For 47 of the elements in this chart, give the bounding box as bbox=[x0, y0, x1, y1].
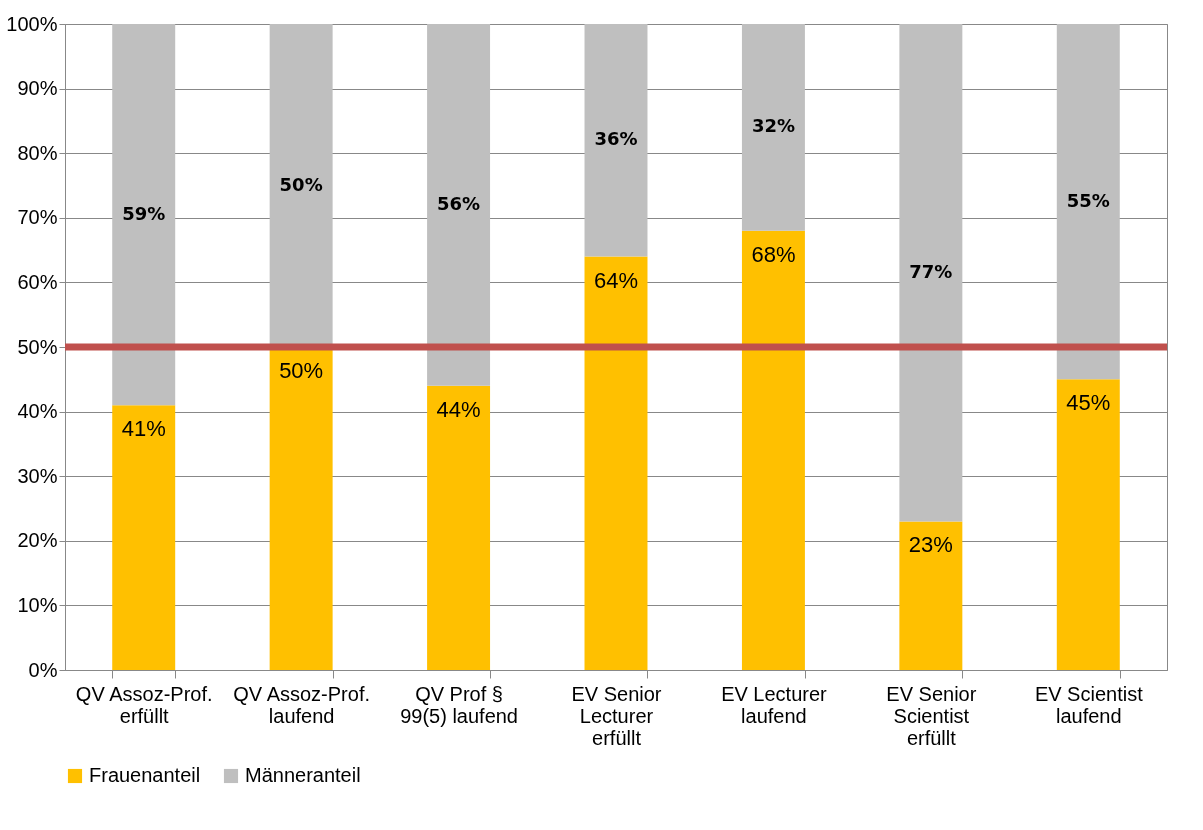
y-tick-label: 10% bbox=[17, 593, 58, 616]
text: 64% bbox=[593, 267, 639, 293]
bar bbox=[427, 24, 491, 386]
legend-label: Männeranteil bbox=[245, 764, 361, 786]
y-tick-label: 50% bbox=[17, 335, 58, 358]
text: 32% bbox=[751, 115, 795, 137]
x-tick-label: QV Assoz-Prof. laufend bbox=[233, 682, 370, 727]
text: 45% bbox=[1066, 390, 1111, 416]
text: 50% bbox=[279, 358, 324, 383]
text: 59% bbox=[122, 202, 166, 224]
text: 77% bbox=[909, 260, 953, 282]
text: 23% bbox=[908, 532, 953, 558]
x-tick-label: EV Lecturer laufend bbox=[721, 682, 828, 727]
bar bbox=[427, 385, 491, 670]
bar bbox=[899, 521, 963, 670]
x-tick-label: EV Scientist laufend bbox=[1034, 682, 1144, 727]
x-tick-label: EV Senior Scientist erfüllt bbox=[886, 682, 977, 749]
text: 68% bbox=[751, 241, 796, 267]
bar bbox=[741, 230, 805, 670]
bar bbox=[112, 405, 176, 670]
y-tick-label: 20% bbox=[17, 529, 58, 552]
bar bbox=[741, 24, 805, 231]
legend-label: Frauenanteil bbox=[89, 764, 201, 786]
bar bbox=[269, 24, 333, 347]
bar bbox=[112, 24, 176, 406]
text: 56% bbox=[437, 192, 481, 214]
text: 41% bbox=[121, 416, 166, 442]
bar bbox=[584, 24, 648, 257]
x-tick-label: EV Senior Lecturer erfüllt bbox=[571, 682, 662, 749]
y-tick-label: 80% bbox=[17, 141, 58, 164]
text: 50% bbox=[279, 173, 323, 195]
y-tick-label: 100% bbox=[6, 12, 58, 35]
y-tick-label: 0% bbox=[28, 658, 58, 681]
y-tick-label: 60% bbox=[17, 270, 58, 293]
bar bbox=[584, 256, 648, 670]
y-tick-label: 70% bbox=[17, 206, 58, 229]
text: 36% bbox=[594, 128, 638, 150]
y-tick-label: 40% bbox=[17, 400, 58, 423]
x-tick-label: QV Prof § 99(5) laufend bbox=[400, 682, 519, 727]
bar bbox=[1056, 379, 1120, 670]
text: 55% bbox=[1066, 189, 1110, 211]
bar bbox=[899, 24, 963, 522]
y-tick-label: 90% bbox=[17, 77, 58, 100]
bar bbox=[1056, 24, 1120, 380]
x-tick-label: QV Assoz-Prof. erfüllt bbox=[75, 682, 213, 727]
y-tick-label: 30% bbox=[17, 464, 58, 487]
text: 44% bbox=[436, 396, 481, 422]
